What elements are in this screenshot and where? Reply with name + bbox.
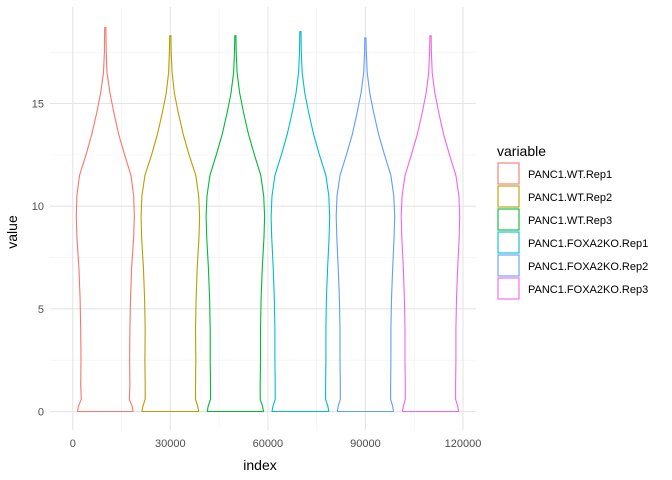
- x-axis-ticks: 0 30000 60000 90000 120000: [70, 438, 482, 450]
- violin-PANC1.WT.Rep2: [140, 35, 201, 413]
- legend-key: [497, 208, 520, 231]
- y-axis-ticks: 0 5 10 15: [32, 99, 44, 419]
- violin-PANC1.WT.Rep1: [75, 26, 135, 413]
- legend-key: [497, 277, 520, 300]
- legend-key: [497, 254, 520, 277]
- y-tick-label: 5: [38, 304, 44, 316]
- y-axis-title: value: [4, 215, 20, 249]
- legend-key: [497, 162, 520, 185]
- y-tick-label: 15: [32, 99, 44, 111]
- violin-PANC1.FOXA2KO.Rep1: [270, 31, 331, 413]
- x-tick-label: 90000: [350, 438, 381, 450]
- violins: [75, 26, 461, 413]
- legend-title: variable: [497, 143, 546, 159]
- y-tick-label: 0: [38, 407, 44, 419]
- x-tick-label: 30000: [155, 438, 186, 450]
- x-axis-title: index: [243, 457, 276, 473]
- x-tick-label: 0: [70, 438, 76, 450]
- legend-label: PANC1.WT.Rep3: [528, 215, 612, 227]
- grid-lines: [50, 7, 476, 430]
- legend-label: PANC1.FOXA2KO.Rep1: [528, 238, 648, 250]
- violin-PANC1.FOXA2KO.Rep3: [400, 35, 461, 413]
- legend-key: [497, 185, 520, 208]
- legend-label: PANC1.WT.Rep1: [528, 169, 612, 181]
- legend-label: PANC1.WT.Rep2: [528, 192, 612, 204]
- x-tick-label: 60000: [253, 438, 284, 450]
- legend-label: PANC1.FOXA2KO.Rep2: [528, 261, 648, 273]
- y-tick-label: 10: [32, 201, 44, 213]
- legend-key: [497, 231, 520, 254]
- violin-PANC1.WT.Rep3: [205, 35, 266, 413]
- legend-label: PANC1.FOXA2KO.Rep3: [528, 284, 648, 296]
- legend: variable PANC1.WT.Rep1 PANC1.WT.Rep2 PANC1…: [497, 143, 648, 300]
- violin-PANC1.FOXA2KO.Rep2: [335, 37, 396, 413]
- x-tick-label: 120000: [445, 438, 482, 450]
